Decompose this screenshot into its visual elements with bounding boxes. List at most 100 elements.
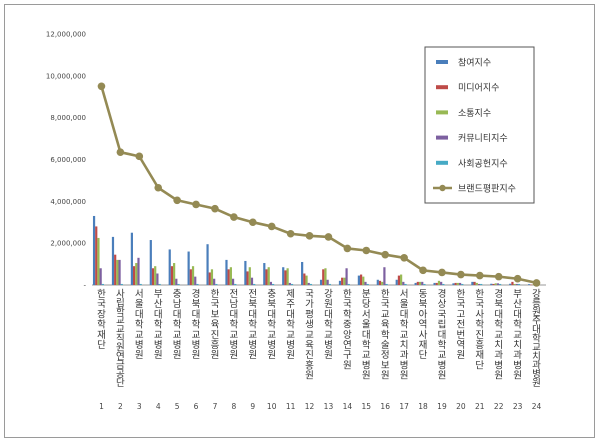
brand-index-point bbox=[494, 272, 503, 281]
bar bbox=[357, 275, 360, 285]
y-tick-label: 6,000,000 bbox=[50, 156, 86, 164]
category-index-label: 17 bbox=[399, 402, 409, 411]
bar bbox=[397, 275, 401, 285]
category-index-label: 15 bbox=[362, 402, 372, 411]
bar bbox=[530, 284, 533, 286]
brand-index-point bbox=[267, 222, 276, 231]
category-index-label: 22 bbox=[494, 402, 504, 411]
bar bbox=[480, 283, 483, 285]
bar bbox=[135, 263, 138, 285]
category-index-label: 20 bbox=[456, 402, 466, 411]
bar bbox=[187, 251, 190, 285]
brand-index-point bbox=[286, 229, 295, 238]
bar bbox=[139, 283, 142, 285]
bar bbox=[208, 272, 211, 285]
legend-label: 커뮤니티지수 bbox=[458, 133, 508, 144]
bar bbox=[196, 283, 199, 285]
bar bbox=[423, 283, 426, 285]
bar bbox=[206, 244, 209, 285]
bar bbox=[490, 283, 493, 285]
bar bbox=[418, 281, 422, 285]
bar bbox=[338, 280, 342, 285]
bar bbox=[269, 281, 273, 285]
brand-index-point bbox=[419, 266, 427, 275]
legend-box bbox=[424, 46, 535, 204]
bar bbox=[290, 283, 294, 285]
bar bbox=[234, 283, 237, 285]
y-tick-label: 10,000,000 bbox=[46, 72, 86, 80]
legend-swatch bbox=[436, 110, 448, 115]
bar bbox=[99, 268, 102, 285]
bar bbox=[111, 236, 115, 285]
bar bbox=[347, 283, 350, 285]
brand-index-point bbox=[211, 204, 219, 213]
bar bbox=[404, 283, 407, 285]
bar bbox=[191, 266, 195, 285]
bar bbox=[118, 259, 121, 285]
category-index-label: 9 bbox=[250, 402, 255, 411]
category-index-label: 3 bbox=[137, 402, 142, 411]
bar bbox=[307, 282, 310, 285]
bar bbox=[442, 283, 445, 285]
bar bbox=[364, 281, 367, 285]
bar bbox=[385, 283, 388, 285]
brand-index-point bbox=[305, 232, 314, 240]
bar bbox=[513, 283, 516, 285]
category-index-label: 7 bbox=[213, 402, 218, 411]
bar bbox=[458, 282, 462, 285]
bar bbox=[509, 283, 512, 285]
bar bbox=[395, 279, 398, 285]
bar bbox=[154, 266, 157, 285]
bar bbox=[433, 282, 436, 285]
category-index-label: 5 bbox=[175, 402, 180, 411]
category-index-label: 8 bbox=[231, 402, 236, 411]
legend-label: 브랜드평판지수 bbox=[458, 184, 516, 195]
bar bbox=[213, 278, 216, 285]
category-index-label: 14 bbox=[343, 402, 353, 411]
bar bbox=[189, 269, 192, 285]
brand-index-point bbox=[475, 271, 484, 280]
y-tick-label: 2,000,000 bbox=[50, 240, 86, 248]
bar bbox=[499, 283, 502, 285]
category-index-label: 18 bbox=[418, 402, 428, 411]
category-index-label: 6 bbox=[194, 402, 199, 411]
legend-label: 사회공헌지수 bbox=[458, 158, 508, 169]
bar bbox=[309, 283, 313, 285]
brand-index-point bbox=[154, 183, 163, 192]
category-index-label: 19 bbox=[437, 402, 447, 411]
category-index-label: 2 bbox=[118, 402, 123, 411]
y-tick-label: - bbox=[83, 282, 86, 290]
bar bbox=[229, 267, 232, 285]
bar bbox=[471, 281, 474, 285]
bar bbox=[414, 282, 417, 285]
bar bbox=[101, 283, 104, 285]
brand-index-point bbox=[381, 250, 390, 259]
bar bbox=[383, 267, 386, 285]
bar bbox=[435, 282, 438, 285]
y-tick-label: 4,000,000 bbox=[50, 198, 86, 206]
brand-index-point bbox=[513, 274, 522, 283]
bar bbox=[114, 254, 117, 285]
bar bbox=[477, 283, 481, 285]
y-tick-label: 12,000,000 bbox=[46, 31, 86, 39]
bar bbox=[362, 276, 365, 285]
bar bbox=[305, 275, 308, 285]
bar bbox=[227, 269, 230, 285]
bar bbox=[92, 215, 96, 285]
category-index-label: 24 bbox=[532, 402, 542, 411]
bar bbox=[366, 283, 369, 285]
bar bbox=[437, 280, 441, 285]
bar bbox=[225, 259, 228, 285]
